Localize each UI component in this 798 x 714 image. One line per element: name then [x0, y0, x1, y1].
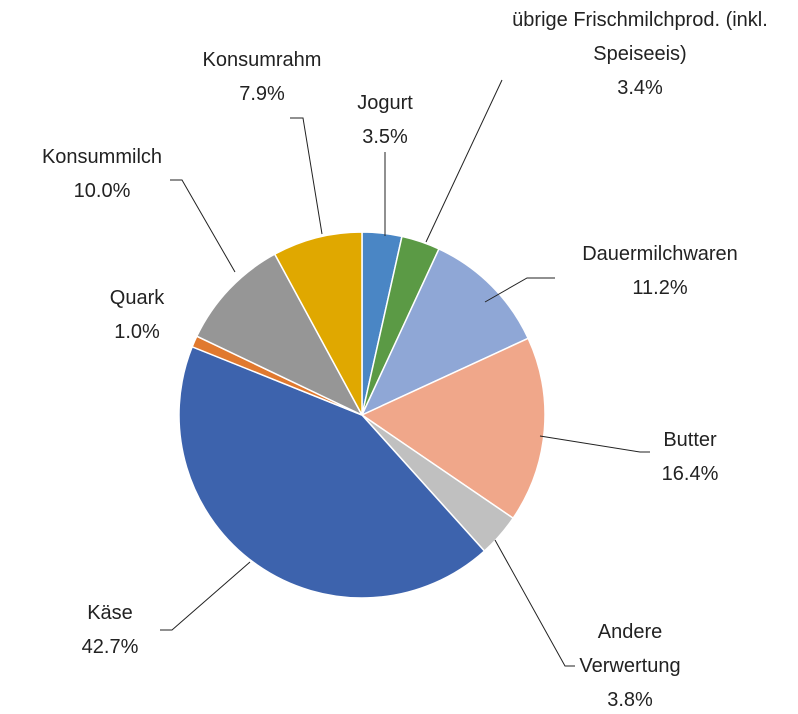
pie-slice	[360, 337, 546, 520]
leader-line	[290, 117, 323, 235]
label-name: Dauermilchwaren	[582, 243, 738, 265]
pie-slice	[195, 253, 364, 417]
data-label: Quark 1.0%	[77, 281, 197, 349]
label-value: 7.9%	[239, 83, 285, 105]
leader-line	[170, 179, 236, 273]
label-value: 3.5%	[362, 126, 408, 148]
label-value: 3.4%	[617, 77, 663, 99]
data-label: Konsumrahm 7.9%	[162, 43, 362, 111]
label-name: Quark	[109, 287, 165, 309]
leader-line	[425, 79, 503, 243]
label-name: Konsummilch	[41, 146, 163, 168]
leader-line	[494, 539, 575, 667]
label-name: Konsumrahm	[202, 49, 322, 71]
label-value: 1.0%	[114, 321, 160, 343]
data-label: Konsummilch 10.0%	[2, 140, 202, 208]
data-label: Andere Verwertung 3.8%	[555, 615, 705, 714]
label-name: Käse	[87, 602, 133, 624]
label-name: übrige Frischmilchprod. (inkl. Speiseeis…	[512, 9, 768, 65]
label-value: 10.0%	[73, 180, 131, 202]
leader-line	[539, 435, 650, 453]
label-value: 11.2%	[632, 277, 688, 299]
pie-slice	[178, 345, 486, 599]
data-label: Jogurt 3.5%	[325, 86, 445, 154]
leader-line	[160, 561, 251, 631]
pie-slice	[360, 247, 530, 417]
label-value: 16.4%	[661, 463, 719, 485]
label-name: Jogurt	[357, 92, 413, 114]
data-label: Butter 16.4%	[630, 423, 750, 491]
label-value: 42.7%	[81, 636, 139, 658]
label-value: 3.8%	[607, 689, 653, 711]
label-name: Butter	[663, 429, 717, 451]
data-label: Dauermilchwaren 11.2%	[550, 237, 770, 305]
pie-slice	[273, 231, 363, 416]
leader-line	[484, 277, 555, 303]
data-label: übrige Frischmilchprod. (inkl. Speiseeis…	[495, 3, 785, 105]
data-label: Käse 42.7%	[50, 596, 170, 664]
label-name: Andere Verwertung	[579, 621, 681, 677]
